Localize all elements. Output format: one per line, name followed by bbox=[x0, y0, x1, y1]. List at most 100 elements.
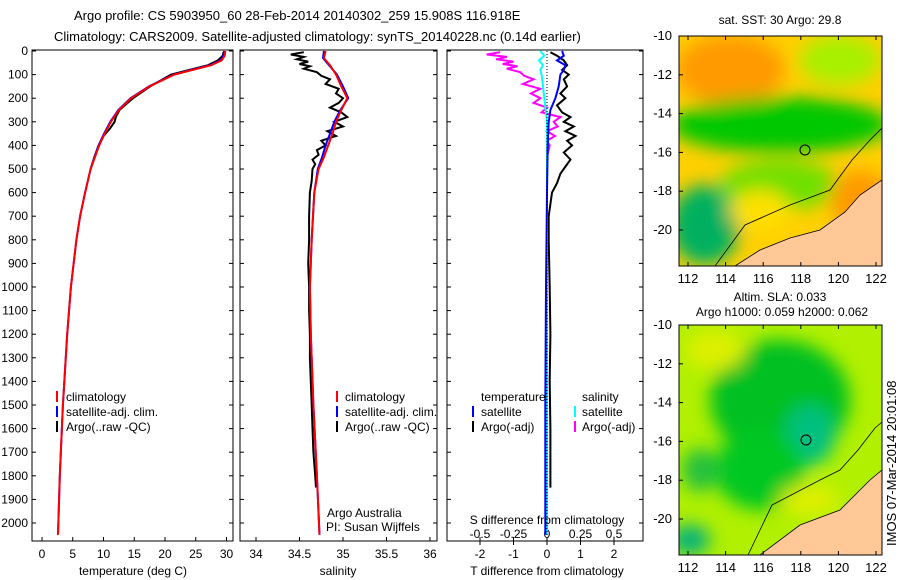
legend-swatch-climatology bbox=[56, 391, 58, 402]
depth-tick-label: 100 bbox=[8, 68, 28, 82]
map-lon-tick-label: 120 bbox=[828, 271, 850, 286]
legend-swatch-t-satellite bbox=[472, 406, 474, 417]
annotation-argo-australia: Argo Australia bbox=[327, 506, 402, 520]
salinity-tick-label: 36 bbox=[423, 547, 437, 561]
temperature-tick-label: 20 bbox=[158, 547, 172, 561]
title-line-1: Argo profile: CS 5903950_60 28-Feb-2014 … bbox=[74, 8, 521, 23]
legend-label: Argo(..raw -QC) bbox=[345, 420, 430, 434]
salinity-tick-label: 35 bbox=[336, 547, 350, 561]
depth-tick-label: 700 bbox=[8, 209, 28, 223]
depth-tick-label: 1500 bbox=[1, 398, 28, 412]
salinity-tick-label: 34 bbox=[249, 547, 263, 561]
argo-float-marker bbox=[800, 434, 812, 446]
legend-label: climatology bbox=[66, 390, 126, 404]
depth-tick-label: 300 bbox=[8, 115, 28, 129]
depth-tick-label: 1600 bbox=[1, 422, 28, 436]
map-lat-tick-label: -18 bbox=[653, 472, 672, 487]
map-lat-tick-label: -14 bbox=[653, 395, 672, 410]
temperature-plot-frame bbox=[31, 49, 234, 542]
legend-swatch-s-satellite bbox=[574, 406, 576, 417]
salinity-tick-label: 35.5 bbox=[375, 547, 399, 561]
s-diff-tick-label: 0.5 bbox=[606, 527, 623, 541]
depth-tick-label: 0 bbox=[21, 44, 28, 58]
depth-tick-label: 500 bbox=[8, 162, 28, 176]
temperature-tick-label: 30 bbox=[220, 547, 234, 561]
isobath-contour bbox=[747, 421, 882, 555]
s-diff-tick-label: -0.25 bbox=[500, 527, 528, 541]
legend-swatch-argo bbox=[56, 421, 58, 432]
map-lon-tick-label: 112 bbox=[678, 560, 699, 575]
legend-label: satellite bbox=[481, 405, 522, 419]
sla-map bbox=[679, 325, 882, 555]
land-australia bbox=[734, 179, 882, 266]
map-lat-tick-label: -10 bbox=[653, 317, 672, 332]
depth-tick-label: 400 bbox=[8, 138, 28, 152]
depth-tick-label: 1900 bbox=[1, 492, 28, 506]
t-diff-axis-label: T difference from climatology bbox=[470, 564, 624, 578]
map-lat-tick-label: -12 bbox=[653, 356, 672, 371]
legend-swatch-argo bbox=[336, 421, 338, 432]
map-lon-tick-label: 118 bbox=[790, 560, 811, 575]
sla-map-title-1: Altim. SLA: 0.033 bbox=[734, 290, 827, 304]
map-lon-tick-label: 114 bbox=[715, 271, 736, 286]
legend-label: climatology bbox=[345, 390, 405, 404]
t-diff-tick-label: 0 bbox=[544, 547, 551, 561]
temperature-legend: climatology satellite-adj. clim. Argo(..… bbox=[56, 390, 158, 434]
depth-tick-label: 1800 bbox=[1, 469, 28, 483]
salinity-tick-label: 34.5 bbox=[288, 547, 312, 561]
salinity-plot-frame bbox=[239, 49, 438, 542]
depth-tick-label: 1700 bbox=[1, 445, 28, 459]
legend-swatch-climatology bbox=[336, 391, 338, 402]
land-australia bbox=[759, 469, 882, 555]
map-lon-tick-label: 122 bbox=[865, 560, 887, 575]
map-lat-tick-label: -16 bbox=[653, 433, 672, 448]
sst-map-ticks: 112 114 116 118 120 122 -10 -12 -14 -16 -18 -20 bbox=[653, 28, 887, 286]
temperature-tick-label: 10 bbox=[97, 547, 111, 561]
legend-label: satellite-adj. clim. bbox=[66, 405, 158, 419]
map-lat-tick-label: -12 bbox=[653, 67, 672, 82]
depth-tick-label: 200 bbox=[8, 91, 28, 105]
profile-line-argo-raw-qc- bbox=[89, 52, 225, 170]
depth-tick-label: 600 bbox=[8, 186, 28, 200]
s-diff-tick-label: -0.5 bbox=[470, 527, 491, 541]
temperature-tick-label: 0 bbox=[39, 547, 46, 561]
legend-swatch-satellite bbox=[56, 406, 58, 417]
salinity-legend: climatology satellite-adj. clim. Argo(..… bbox=[336, 390, 437, 434]
depth-tick-label: 1400 bbox=[1, 374, 28, 388]
depth-tick-label: 1000 bbox=[1, 280, 28, 294]
depth-tick-label: 1300 bbox=[1, 351, 28, 365]
map-lat-tick-label: -18 bbox=[653, 183, 672, 198]
sla-map-frame bbox=[678, 324, 883, 556]
sst-map-title: sat. SST: 30 Argo: 29.8 bbox=[719, 13, 842, 27]
profile-line-climatology bbox=[57, 50, 227, 535]
legend-swatch-t-argo bbox=[472, 421, 474, 432]
depth-tick-label: 1200 bbox=[1, 327, 28, 341]
depth-tick-label: 2000 bbox=[1, 516, 28, 530]
map-lon-tick-label: 118 bbox=[790, 271, 811, 286]
profile-line-climatology bbox=[308, 50, 349, 535]
annotation-pi: PI: Susan Wijffels bbox=[326, 520, 420, 534]
sst-map-frame bbox=[678, 35, 883, 267]
sla-map-ticks: 112 114 116 118 120 122 -10 -12 -14 -16 -18 -20 bbox=[653, 317, 887, 575]
legend-label: Argo(-adj) bbox=[481, 420, 534, 434]
imos-timestamp: IMOS 07-Mar-2014 20:01:08 bbox=[884, 381, 899, 546]
legend-label: satellite bbox=[582, 405, 623, 419]
diff-line-t-satellite bbox=[544, 50, 567, 535]
map-lon-tick-label: 114 bbox=[715, 560, 736, 575]
temperature-tick-label: 25 bbox=[189, 547, 203, 561]
t-diff-tick-label: 2 bbox=[611, 547, 618, 561]
isobath-contour bbox=[714, 127, 882, 266]
title-line-2: Climatology: CARS2009. Satellite-adjuste… bbox=[54, 29, 581, 44]
map-lat-tick-label: -20 bbox=[653, 511, 672, 526]
sla-map-title-2: Argo h1000: 0.059 h2000: 0.062 bbox=[696, 305, 868, 319]
t-diff-tick-label: 1 bbox=[577, 547, 584, 561]
temperature-tick-label: 5 bbox=[69, 547, 76, 561]
temperature-axis-label: temperature (deg C) bbox=[79, 564, 187, 578]
profile-lines bbox=[57, 50, 578, 541]
depth-tick-label: 900 bbox=[8, 256, 28, 270]
legend-label: Argo(-adj) bbox=[582, 420, 635, 434]
map-lat-tick-label: -14 bbox=[653, 106, 672, 121]
legend-header-temperature: temperature bbox=[481, 390, 546, 404]
map-lon-tick-label: 116 bbox=[753, 560, 774, 575]
depth-tick-label: 1100 bbox=[2, 304, 28, 318]
